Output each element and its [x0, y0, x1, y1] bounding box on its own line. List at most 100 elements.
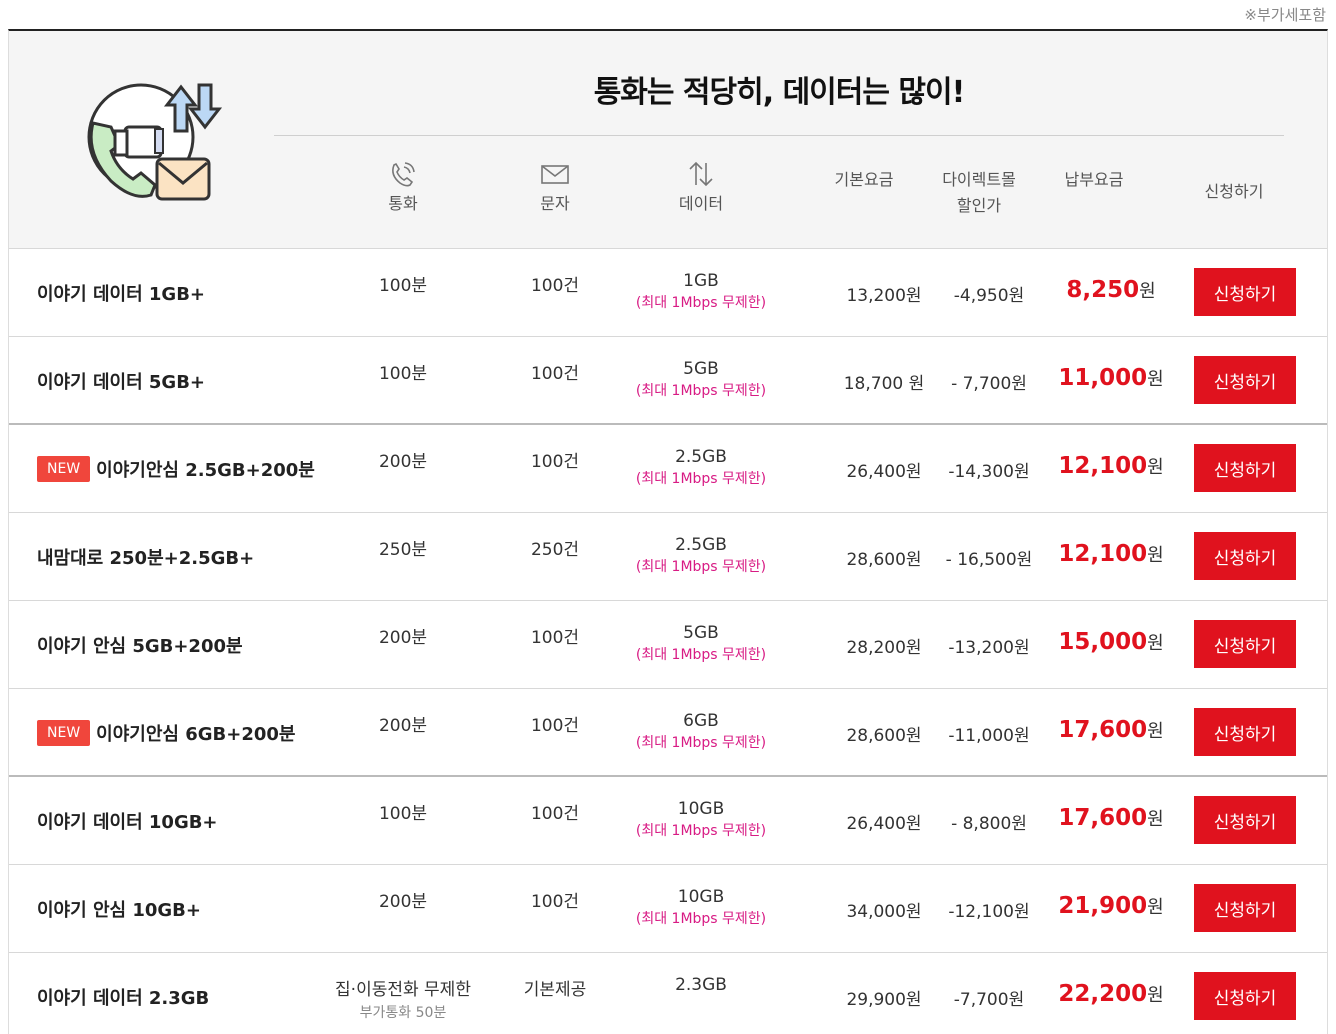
pay-amount: 8,250원	[1041, 277, 1181, 303]
plan-name-text: 이야기 데이터 10GB+	[37, 812, 218, 833]
call-amount: 250분	[378, 540, 428, 560]
data-amount: 5GB	[683, 623, 719, 643]
data-limit: (최대 1Mbps 무제한)	[635, 823, 767, 839]
plan-name: NEW 이야기안심 6GB+200분	[37, 689, 295, 777]
sms-amount: 100건	[530, 364, 580, 384]
column-label-base: 기본요금	[834, 170, 894, 189]
call-amount: 200분	[378, 716, 428, 736]
sms-amount: 100건	[530, 716, 580, 736]
pay-amount: 11,000원	[1041, 365, 1181, 391]
data-limit: (최대 1Mbps 무제한)	[635, 471, 767, 487]
apply-button[interactable]: 신청하기	[1194, 356, 1296, 404]
pay-value: 21,900	[1058, 893, 1148, 919]
data-cell: 2.5GB (최대 1Mbps 무제한)	[621, 447, 781, 488]
plan-name: 이야기 데이터 10GB+	[37, 777, 218, 865]
column-label-discount-line2: 할인가	[956, 196, 1002, 215]
data-cell: 5GB (최대 1Mbps 무제한)	[621, 623, 781, 664]
apply-button[interactable]: 신청하기	[1194, 620, 1296, 668]
apply-button[interactable]: 신청하기	[1194, 884, 1296, 932]
data-limit: (최대 1Mbps 무제한)	[635, 383, 767, 399]
column-header-call: 통화	[363, 159, 443, 217]
pay-unit: 원	[1139, 281, 1156, 302]
plan-name: 이야기 데이터 2.3GB	[37, 953, 209, 1034]
base-fee: 29,900원	[846, 990, 922, 1010]
pay-amount: 22,200원	[1041, 981, 1181, 1007]
base-fee: 28,600원	[846, 550, 922, 570]
data-limit: (최대 1Mbps 무제한)	[635, 295, 767, 311]
pay-unit: 원	[1147, 985, 1164, 1006]
column-header-pay: 납부요금	[1049, 167, 1139, 193]
call-cell: 100분	[323, 271, 483, 296]
plan-name-text: 이야기 데이터 1GB+	[37, 284, 205, 305]
apply-button[interactable]: 신청하기	[1194, 444, 1296, 492]
call-cell: 100분	[323, 799, 483, 824]
table-row: NEW 이야기안심 2.5GB+200분 200분 100건 2.5GB (최대 1Mbp…	[9, 425, 1327, 513]
plan-name: 이야기 데이터 1GB+	[37, 249, 205, 337]
plan-name-text: 내맘대로 250분+2.5GB+	[37, 548, 255, 569]
plan-name: 내맘대로 250분+2.5GB+	[37, 513, 254, 601]
pay-amount: 12,100원	[1041, 541, 1181, 567]
discount: -13,200원	[948, 638, 1030, 658]
call-sub: 부가통화 50분	[359, 1005, 447, 1021]
pay-unit: 원	[1147, 633, 1164, 654]
pay-value: 12,100	[1058, 453, 1148, 479]
pay-unit: 원	[1147, 457, 1164, 478]
call-cell: 200분	[323, 447, 483, 472]
data-limit: (최대 1Mbps 무제한)	[635, 735, 767, 751]
new-badge: NEW	[37, 720, 91, 746]
discount: -4,950원	[953, 286, 1025, 306]
sms-amount: 100건	[530, 804, 580, 824]
call-amount: 100분	[378, 804, 428, 824]
apply-button[interactable]: 신청하기	[1194, 972, 1296, 1020]
discount: - 8,800원	[951, 814, 1027, 834]
base-fee: 28,200원	[846, 638, 922, 658]
data-cell: 10GB (최대 1Mbps 무제한)	[621, 799, 781, 840]
table-row: NEW 이야기안심 6GB+200분 200분 100건 6GB (최대 1Mbps 무제…	[9, 689, 1327, 777]
data-amount: 1GB	[683, 271, 719, 291]
plan-name-text: 이야기 안심 10GB+	[37, 900, 201, 921]
column-header-sms: 문자	[515, 159, 595, 217]
base-fee: 34,000원	[846, 902, 922, 922]
sms-amount: 100건	[530, 452, 580, 472]
data-amount: 2.5GB	[675, 447, 727, 467]
plan-name-text: 이야기안심 2.5GB+200분	[96, 460, 315, 481]
base-fee: 18,700 원	[843, 374, 925, 394]
call-amount: 100분	[378, 276, 428, 296]
data-cell: 2.5GB (최대 1Mbps 무제한)	[621, 535, 781, 576]
pay-amount: 17,600원	[1041, 717, 1181, 743]
table-row: 이야기 안심 10GB+ 200분 100건 10GB (최대 1Mbps 무제한) 34…	[9, 865, 1327, 953]
new-badge: NEW	[37, 456, 91, 482]
table-row: 내맘대로 250분+2.5GB+ 250분 250건 2.5GB (최대 1Mbps 무…	[9, 513, 1327, 601]
discount: -11,000원	[948, 726, 1030, 746]
base-fee: 13,200원	[846, 286, 922, 306]
sms-amount: 100건	[530, 628, 580, 648]
apply-button[interactable]: 신청하기	[1194, 796, 1296, 844]
pay-unit: 원	[1147, 545, 1164, 566]
pay-amount: 12,100원	[1041, 453, 1181, 479]
vat-note: ※부가세포함	[1244, 6, 1326, 24]
column-header-discount: 다이렉트몰 할인가	[929, 167, 1029, 219]
apply-button[interactable]: 신청하기	[1194, 708, 1296, 756]
data-cell: 2.3GB	[621, 975, 781, 995]
column-label-apply: 신청하기	[1204, 182, 1264, 201]
pay-amount: 15,000원	[1041, 629, 1181, 655]
table-row: 이야기 데이터 5GB+ 100분 100건 5GB (최대 1Mbps 무제한) 18,…	[9, 337, 1327, 425]
apply-button[interactable]: 신청하기	[1194, 532, 1296, 580]
sms-amount: 250건	[530, 540, 580, 560]
call-amount: 200분	[378, 628, 428, 648]
table-row: 이야기 데이터 2.3GB 집·이동전화 무제한 부가통화 50분 기본제공 2.3GB…	[9, 953, 1327, 1034]
call-data-hero-icon	[87, 83, 223, 201]
column-header-apply: 신청하기	[1189, 179, 1279, 205]
up-down-arrows-icon	[689, 161, 713, 187]
data-amount: 2.3GB	[675, 975, 727, 995]
plan-name: 이야기 데이터 5GB+	[37, 337, 205, 425]
call-cell: 100분	[323, 359, 483, 384]
pay-unit: 원	[1147, 897, 1164, 918]
pay-value: 17,600	[1058, 717, 1148, 743]
pay-amount: 21,900원	[1041, 893, 1181, 919]
apply-button[interactable]: 신청하기	[1194, 268, 1296, 316]
pay-value: 22,200	[1058, 981, 1148, 1007]
call-cell: 집·이동전화 무제한 부가통화 50분	[323, 975, 483, 1022]
pay-unit: 원	[1147, 721, 1164, 742]
data-amount: 6GB	[683, 711, 719, 731]
